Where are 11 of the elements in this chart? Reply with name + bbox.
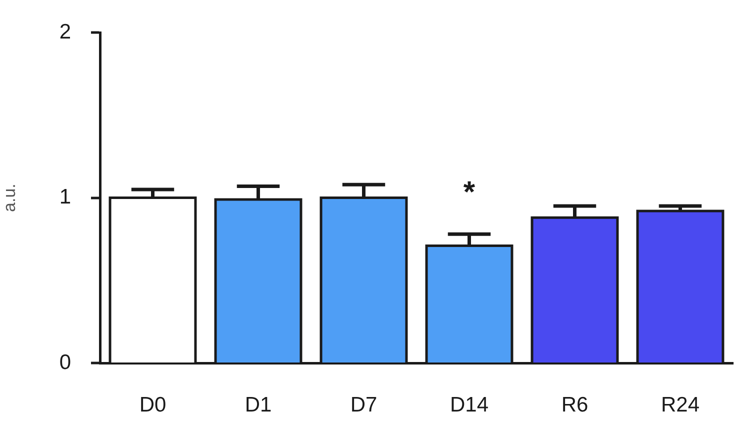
y-axis-title: a.u.	[0, 184, 19, 212]
annotation: *	[463, 176, 476, 210]
x-tick-label: R24	[660, 393, 700, 416]
x-tick-label: D7	[350, 393, 378, 416]
x-tick-label: D0	[139, 393, 166, 416]
x-tick-label: D14	[450, 393, 489, 416]
y-tick-label: 1	[59, 186, 71, 209]
x-tick-label: D1	[244, 393, 272, 416]
y-tick-label: 0	[59, 350, 71, 374]
y-tick-label: 2	[59, 20, 71, 44]
x-tick-label: R6	[561, 393, 588, 416]
